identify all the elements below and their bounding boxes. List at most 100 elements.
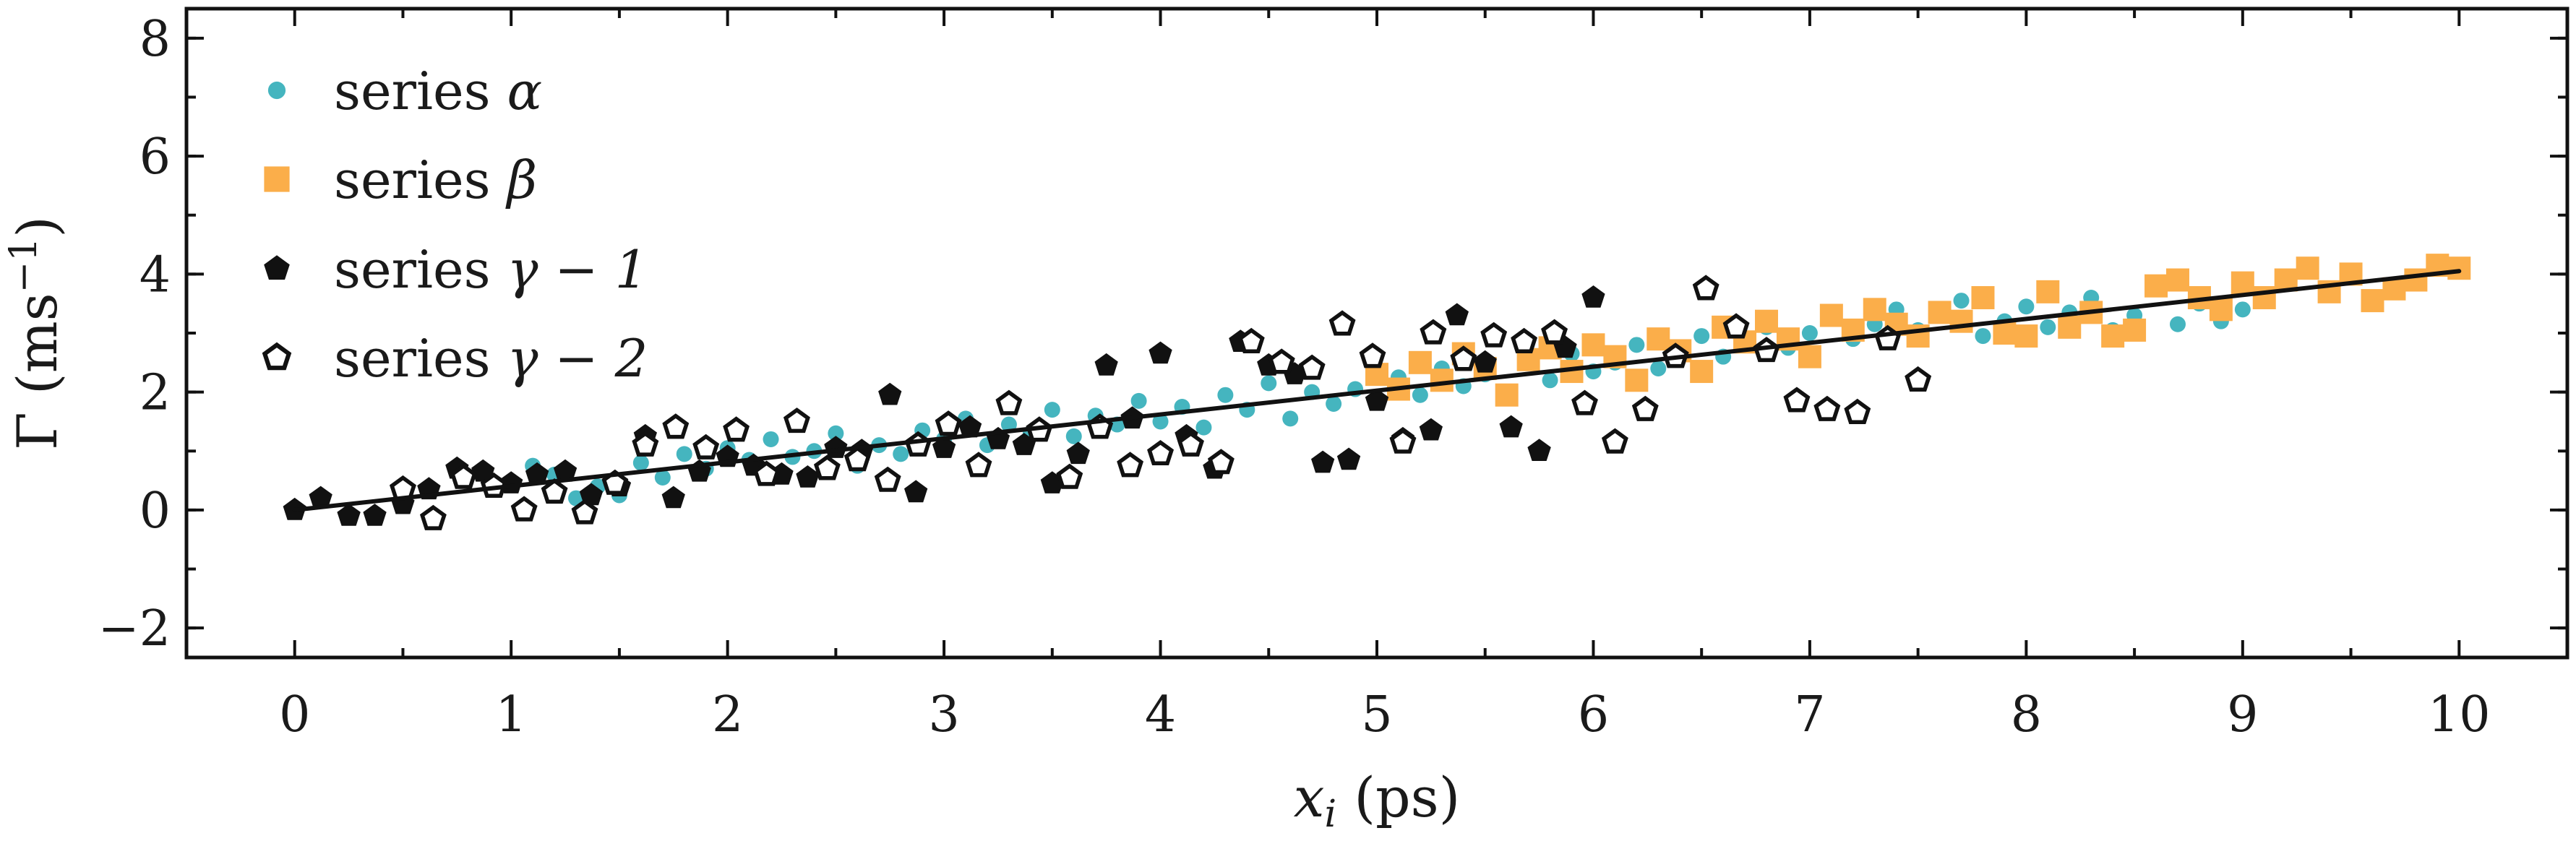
data-point-gamma-1 <box>1066 441 1090 465</box>
legend-label-math: β <box>505 150 537 210</box>
data-point-gamma-1 <box>1499 415 1523 438</box>
data-point-beta <box>1430 368 1454 392</box>
data-point-gamma-2 <box>813 454 841 480</box>
data-point-alpha <box>2018 298 2035 315</box>
data-point-alpha <box>1065 428 1082 444</box>
legend-label: series γ − 2 <box>334 328 648 389</box>
data-point-gamma-2 <box>1571 389 1598 415</box>
data-point-alpha <box>1628 337 1645 353</box>
data-point-gamma-1 <box>1365 388 1389 411</box>
x-tick-label: 8 <box>2011 686 2042 743</box>
legend-item-beta: series β <box>264 150 537 210</box>
data-point-beta <box>2296 256 2319 280</box>
data-point-gamma-1 <box>363 504 387 526</box>
legend-label-text: series <box>334 61 507 121</box>
data-point-gamma-2 <box>1147 440 1175 466</box>
data-point-gamma-2 <box>541 478 568 504</box>
data-point-gamma-2 <box>935 410 962 436</box>
data-point-gamma-2 <box>1874 324 1902 350</box>
data-point-gamma-2 <box>874 466 901 492</box>
data-point-alpha <box>1801 325 1818 341</box>
data-point-gamma-2 <box>1177 431 1204 457</box>
x-tick-label: 5 <box>1361 686 1392 743</box>
data-point-beta <box>2144 274 2168 298</box>
y-tick-label: 0 <box>139 483 171 540</box>
data-point-gamma-2 <box>632 431 659 457</box>
data-point-beta <box>1495 383 1519 407</box>
data-point-gamma-2 <box>995 389 1023 415</box>
fit-line <box>292 269 2462 512</box>
data-point-beta <box>2404 268 2428 292</box>
data-point-alpha <box>1542 372 1558 389</box>
legend-label-math: γ − 1 <box>507 239 648 300</box>
data-point-gamma-1 <box>1336 447 1361 470</box>
data-point-alpha <box>1261 375 1277 392</box>
data-point-gamma-1 <box>525 462 549 485</box>
data-point-gamma-2 <box>1450 345 1477 371</box>
data-point-beta <box>1625 368 1649 392</box>
legend-item-gamma-1: series γ − 1 <box>264 239 648 300</box>
legend-label-math: γ − 2 <box>507 328 648 389</box>
legend-label: series β <box>334 150 537 210</box>
data-point-gamma-1 <box>1445 303 1469 326</box>
y-tick-label: 2 <box>139 365 171 422</box>
x-tick-label: 1 <box>496 686 527 743</box>
data-point-gamma-2 <box>1237 327 1265 353</box>
data-point-alpha <box>1130 392 1147 409</box>
data-point-gamma-2 <box>419 504 447 530</box>
data-point-gamma-2 <box>1268 348 1295 374</box>
data-point-alpha <box>893 446 909 462</box>
fit-layer <box>292 269 2462 512</box>
legend-marker <box>262 342 292 371</box>
x-axis-label: xi (ps) <box>1294 765 1461 836</box>
data-point-gamma-1 <box>1527 439 1551 461</box>
data-point-gamma-1 <box>1149 341 1172 364</box>
x-tick-label: 6 <box>1578 686 1609 743</box>
data-point-gamma-2 <box>1541 319 1568 345</box>
x-tick-label: 10 <box>2428 686 2491 743</box>
x-tick-label: 9 <box>2227 686 2258 743</box>
data-point-gamma-2 <box>1328 310 1356 336</box>
data-point-alpha <box>1217 387 1234 403</box>
data-point-beta <box>1863 298 1886 322</box>
legend-item-alpha: series α <box>267 61 542 121</box>
data-point-gamma-2 <box>1056 463 1083 489</box>
legend-label-text: series <box>334 239 507 300</box>
data-point-gamma-2 <box>1631 395 1659 421</box>
data-point-alpha <box>568 490 585 506</box>
data-point-gamma-2 <box>1601 428 1628 454</box>
data-point-beta <box>1690 360 1714 384</box>
data-point-beta <box>1928 301 1952 324</box>
data-point-gamma-1 <box>958 415 982 438</box>
data-point-alpha <box>654 470 671 486</box>
data-point-beta <box>2101 324 2125 348</box>
data-point-gamma-2 <box>1692 275 1720 301</box>
data-point-gamma-1 <box>878 382 902 405</box>
data-point-alpha <box>1044 402 1060 418</box>
data-point-beta <box>1408 350 1432 374</box>
x-tick-label: 3 <box>928 686 959 743</box>
data-point-gamma-2 <box>843 446 871 472</box>
legend-label-text: series <box>334 328 507 389</box>
data-point-beta <box>1949 309 1973 333</box>
y-tick-label: −2 <box>98 600 171 657</box>
series-group <box>389 275 1932 530</box>
data-point-gamma-2 <box>753 460 781 486</box>
data-point-beta <box>2014 324 2038 348</box>
data-point-alpha <box>1326 395 1342 412</box>
data-point-alpha <box>1000 416 1017 433</box>
y-tick-label: 6 <box>139 129 171 186</box>
data-point-beta <box>2058 315 2082 339</box>
data-point-beta <box>1647 327 1670 351</box>
data-point-gamma-2 <box>1207 449 1235 475</box>
y-axis-label-sup: −1 <box>2 238 46 293</box>
data-point-alpha <box>1282 410 1299 427</box>
data-point-alpha <box>2234 301 2251 318</box>
data-point-beta <box>1798 345 1821 368</box>
data-point-gamma-2 <box>1905 366 1932 392</box>
data-point-gamma-2 <box>1420 319 1447 345</box>
y-axis-label-base: Γ (ms <box>5 293 69 450</box>
data-point-alpha <box>632 454 649 471</box>
